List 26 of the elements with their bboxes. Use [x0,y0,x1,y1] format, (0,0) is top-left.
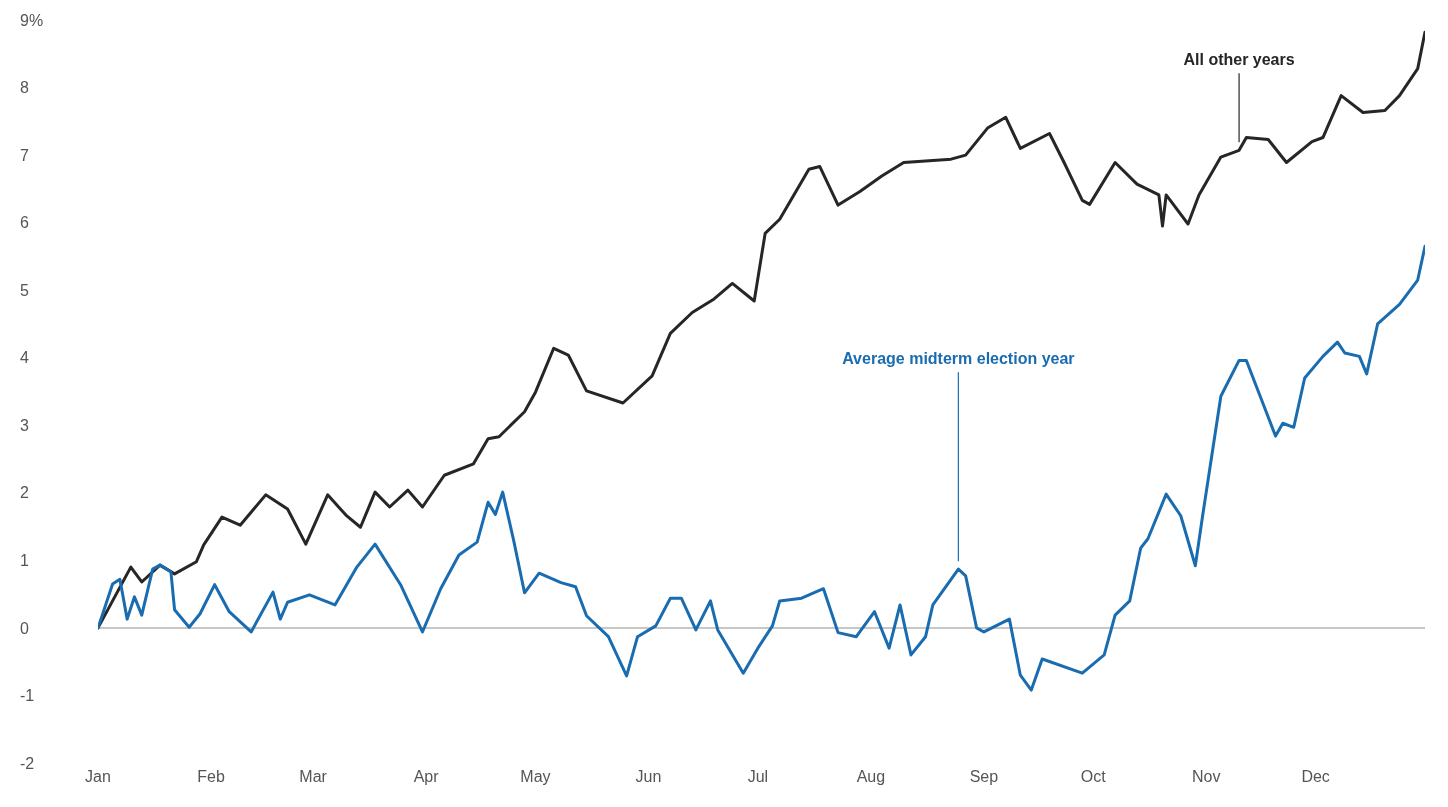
y-tick-label: 5 [20,281,29,299]
x-tick-label: Dec [1301,768,1330,786]
y-tick-label: 8 [20,79,29,97]
y-tick-label: -2 [20,754,35,772]
x-tick-label: Jul [747,768,769,786]
y-tick-label: 7 [20,146,29,164]
x-tick-label: Mar [299,768,328,786]
y-tick-label: 4 [20,349,29,367]
x-tick-label: Sep [969,768,999,786]
x-tick-label: Nov [1192,768,1221,786]
text: All other years [1183,51,1295,69]
x-tick-label: Oct [1080,768,1107,786]
x-tick-label: Jun [635,768,662,786]
x-tick-label: Apr [413,768,440,786]
x-tick-label: May [520,768,551,786]
y-tick-label: 0 [20,619,29,637]
x-tick-label: Aug [856,768,886,786]
y-tick-label: 1 [20,552,29,570]
y-tick-label: 2 [20,484,29,502]
y-tick-label: 9% [20,11,44,29]
text: Average midterm election year [842,350,1075,368]
y-tick-label: 6 [20,214,29,232]
x-tick-label: Feb [197,768,225,786]
x-tick-label: Jan [85,768,111,786]
y-tick-label: 3 [20,416,29,434]
y-tick-label: -1 [20,687,35,705]
